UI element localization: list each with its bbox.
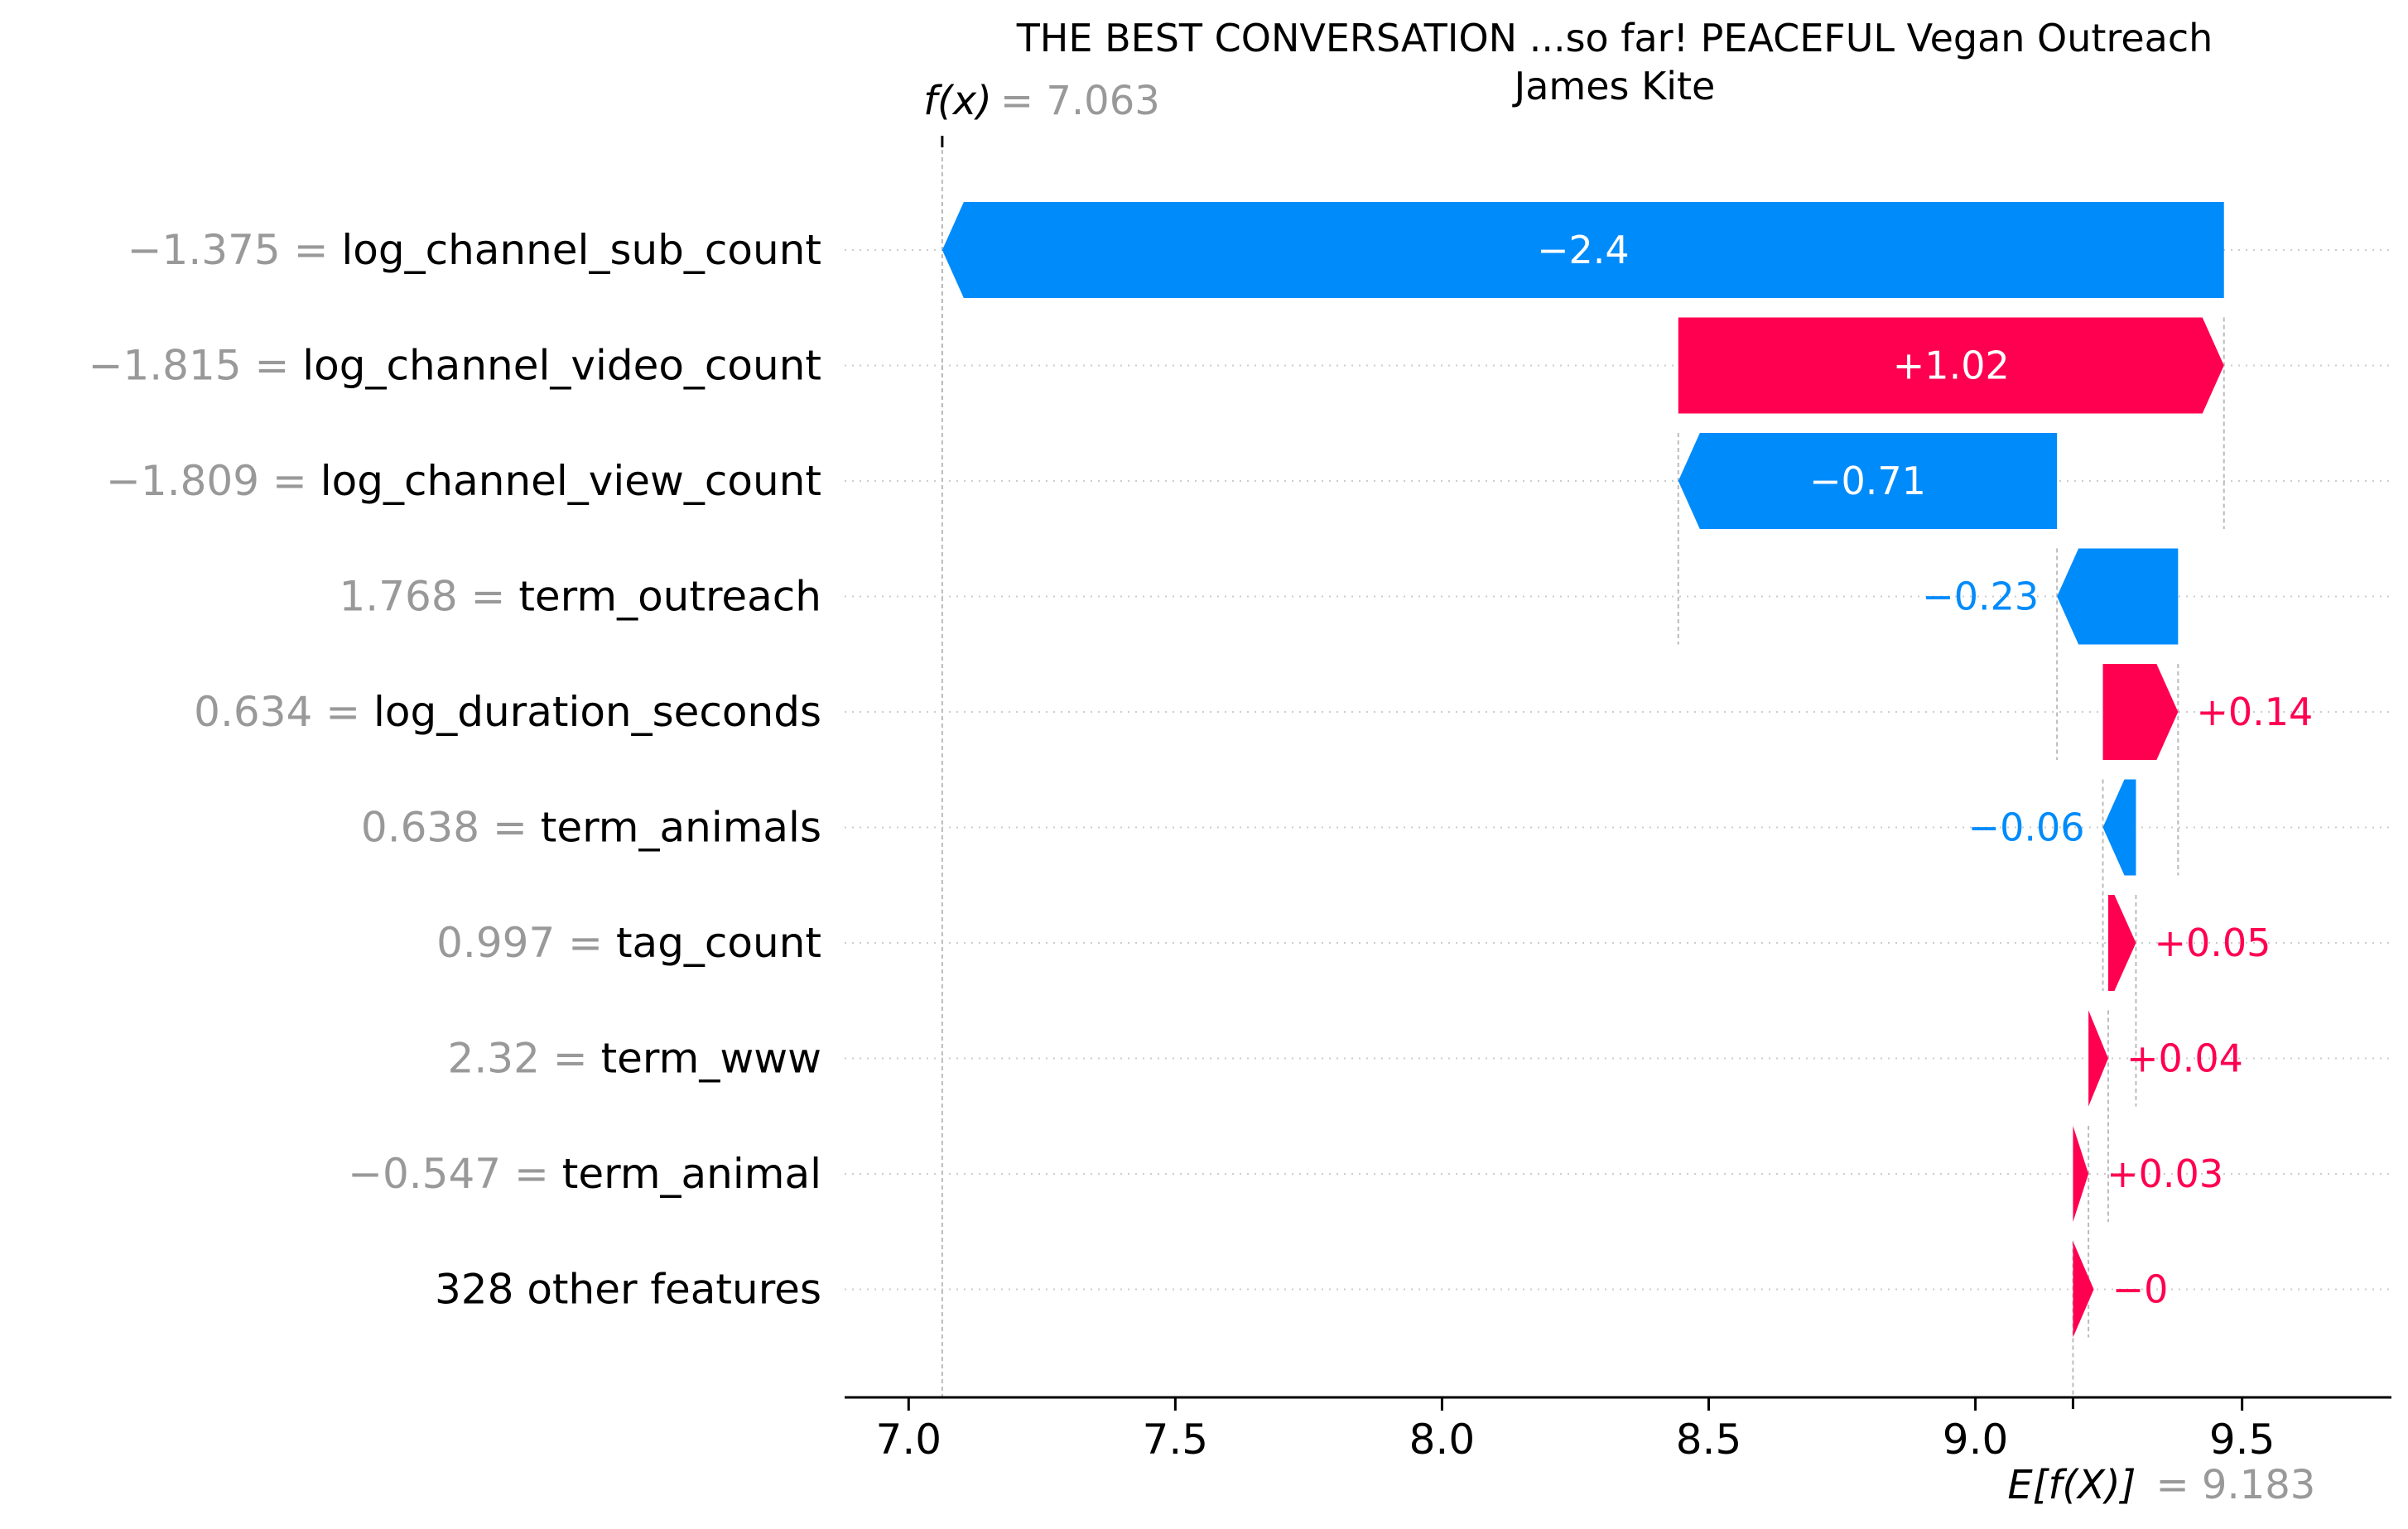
feature-name: term_www <box>601 1035 821 1083</box>
feature-label: −0.547 = term_animal <box>348 1150 821 1198</box>
contribution-label: −0 <box>2112 1267 2169 1312</box>
feature-label: 2.32 = term_www <box>448 1035 821 1083</box>
x-axis: 7.0 7.5 8.0 8.5 9.0 9.5 <box>845 1396 2391 1464</box>
feature-name: 328 other features <box>435 1266 821 1314</box>
x-tick-label: 8.5 <box>1676 1416 1742 1464</box>
contribution-bar <box>2102 779 2136 876</box>
bar-layer <box>942 202 2224 1338</box>
contribution-bar <box>2107 895 2136 991</box>
ex-annotation: E[f(X)] = 9.183 <box>2007 1462 2315 1508</box>
feature-label: 1.768 = term_outreach <box>339 573 821 621</box>
contribution-bar <box>942 202 2224 298</box>
contribution-label: −0.06 <box>1968 805 2085 850</box>
contribution-label: −2.4 <box>1537 228 1630 272</box>
contribution-bar <box>2057 548 2179 645</box>
feature-label: −1.809 = log_channel_view_count <box>106 457 821 505</box>
x-tick-label: 9.0 <box>1943 1416 2009 1464</box>
feature-value: 2.32 = <box>448 1035 601 1083</box>
chart-title-line1: THE BEST CONVERSATION ...so far! PEACEFU… <box>1016 16 2213 60</box>
feature-name: term_animal <box>562 1150 821 1198</box>
contribution-label: +0.04 <box>2126 1036 2243 1081</box>
feature-name: term_outreach <box>518 573 821 621</box>
label-layer: −1.375 = log_channel_sub_count −2.4 −1.815… <box>89 226 2314 1314</box>
contribution-bar <box>1678 433 2058 529</box>
feature-label: 0.638 = term_animals <box>361 804 821 852</box>
feature-label: 0.997 = tag_count <box>436 919 821 967</box>
contribution-label: −0.71 <box>1809 459 1926 503</box>
contribution-label: −0.23 <box>1922 575 2039 619</box>
contribution-label: +0.03 <box>2107 1152 2223 1196</box>
x-tick-label: 9.5 <box>2209 1416 2276 1464</box>
feature-name: log_channel_video_count <box>302 342 821 390</box>
contribution-bar <box>1678 317 2224 414</box>
feature-value: 0.997 = <box>436 919 616 967</box>
feature-name: log_channel_sub_count <box>341 226 821 274</box>
fx-annotation: f(x) = 7.063 <box>923 78 1160 147</box>
x-tick-label: 8.0 <box>1409 1416 1476 1464</box>
ex-label: E[f(X)] <box>2007 1462 2136 1508</box>
x-tick-label: 7.0 <box>876 1416 942 1464</box>
contribution-bar <box>2073 1126 2089 1222</box>
feature-name: tag_count <box>616 919 821 967</box>
feature-label: 0.634 = log_duration_seconds <box>194 688 821 736</box>
feature-label: −1.375 = log_channel_sub_count <box>128 226 821 274</box>
feature-value: 0.634 = <box>194 688 373 736</box>
feature-value: −1.815 = <box>89 342 303 390</box>
feature-name: log_channel_view_count <box>320 457 821 505</box>
x-tick-label: 7.5 <box>1143 1416 1209 1464</box>
ex-value: = 9.183 <box>2155 1462 2315 1508</box>
feature-value: −1.375 = <box>128 226 342 274</box>
contribution-bar <box>2102 664 2179 760</box>
feature-value: −0.547 = <box>348 1150 562 1198</box>
contribution-label: +1.02 <box>1893 344 2010 388</box>
fx-label: f(x) <box>923 78 992 124</box>
feature-name: log_duration_seconds <box>373 688 821 736</box>
fx-value: = 7.063 <box>1000 78 1160 124</box>
chart-title-line2: James Kite <box>1512 64 1716 108</box>
contribution-label: +0.14 <box>2196 690 2313 734</box>
feature-value: −1.809 = <box>106 457 320 505</box>
contribution-label: +0.05 <box>2154 921 2271 965</box>
feature-value: 1.768 = <box>339 573 518 621</box>
feature-label: 328 other features <box>435 1266 821 1314</box>
contribution-bar <box>2073 1241 2094 1338</box>
feature-name: term_animals <box>541 804 821 852</box>
feature-value: 0.638 = <box>361 804 541 852</box>
feature-label: −1.815 = log_channel_video_count <box>89 342 821 390</box>
contribution-bar <box>2088 1010 2108 1107</box>
